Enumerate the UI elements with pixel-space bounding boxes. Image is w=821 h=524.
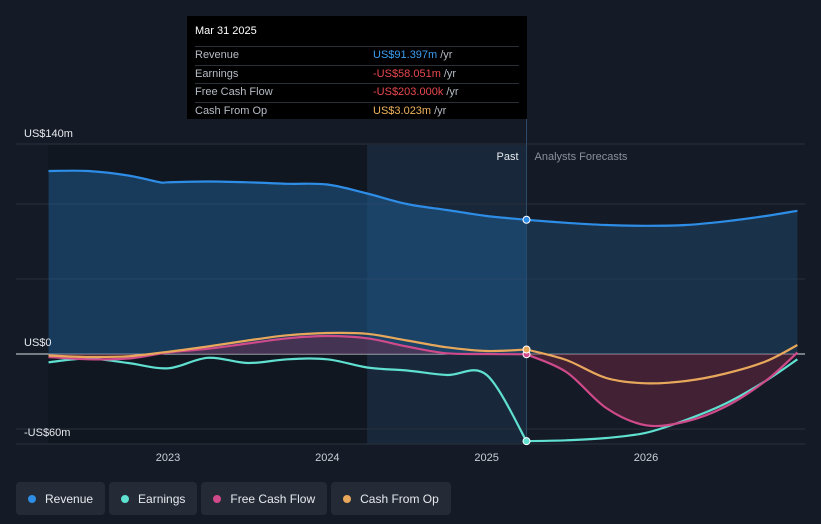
chart-tooltip: Mar 31 2025 Revenue US$91.397m /yr Earni… bbox=[187, 16, 527, 119]
tooltip-unit: /yr bbox=[443, 67, 457, 80]
tooltip-row-revenue: Revenue US$91.397m /yr bbox=[195, 46, 519, 65]
legend-label: Earnings bbox=[138, 491, 186, 506]
legend-label: Revenue bbox=[45, 491, 94, 506]
chart-legend: Revenue Earnings Free Cash Flow Cash Fro… bbox=[16, 482, 451, 515]
tooltip-row-free-cash-flow: Free Cash Flow -US$203.000k /yr bbox=[195, 83, 519, 102]
legend-item-revenue[interactable]: Revenue bbox=[16, 482, 106, 515]
revenue-area-forecast bbox=[526, 210, 798, 354]
tooltip-label: Free Cash Flow bbox=[195, 86, 273, 98]
earnings-marker bbox=[522, 437, 531, 446]
cash-from-op-marker bbox=[522, 345, 531, 354]
cash-from-op-line-past bbox=[48, 331, 527, 359]
revenue-area-past bbox=[48, 170, 527, 354]
past-label: Past bbox=[496, 151, 518, 163]
tooltip-value: US$3.023m bbox=[373, 104, 432, 117]
earnings-dot-icon bbox=[121, 494, 130, 503]
revenue-dot-icon bbox=[28, 494, 36, 503]
y-tick-label: -US$60m bbox=[24, 427, 70, 439]
tooltip-value: -US$203.000k bbox=[373, 86, 444, 98]
tooltip-label: Cash From Op bbox=[195, 104, 268, 117]
free-cash-flow-dot-icon bbox=[213, 494, 222, 503]
legend-item-free-cash-flow[interactable]: Free Cash Flow bbox=[201, 482, 328, 515]
tooltip-value: -US$58.051m bbox=[373, 67, 441, 80]
legend-label: Free Cash Flow bbox=[230, 491, 316, 506]
free-cash-flow-line-forecast bbox=[526, 351, 799, 428]
revenue-line-past bbox=[48, 169, 527, 221]
legend-item-earnings[interactable]: Earnings bbox=[109, 482, 198, 515]
legend-label: Cash From Op bbox=[360, 491, 439, 506]
revenue-marker bbox=[522, 215, 531, 224]
tooltip-unit: /yr bbox=[440, 49, 453, 61]
tooltip-row-cash-from-op: Cash From Op US$3.023m /yr bbox=[195, 101, 519, 121]
tooltip-label: Earnings bbox=[195, 67, 239, 80]
cash-from-op-line-forecast bbox=[526, 344, 798, 385]
free-cash-flow-line-past bbox=[48, 334, 527, 361]
x-tick-label: 2025 bbox=[474, 452, 498, 464]
y-tick-label: US$0 bbox=[24, 337, 52, 349]
forecast-label: Analysts Forecasts bbox=[535, 151, 628, 163]
x-tick-label: 2026 bbox=[634, 452, 658, 464]
tooltip-unit: /yr bbox=[434, 104, 447, 117]
tooltip-date: Mar 31 2025 bbox=[195, 25, 257, 37]
x-tick-label: 2024 bbox=[315, 452, 339, 464]
cash-from-op-dot-icon bbox=[343, 494, 352, 503]
legend-item-cash-from-op[interactable]: Cash From Op bbox=[331, 482, 451, 515]
x-tick-label: 2023 bbox=[156, 452, 180, 464]
revenue-line-forecast bbox=[526, 209, 798, 227]
earnings-line-past bbox=[48, 356, 528, 442]
tooltip-row-earnings: Earnings -US$58.051m /yr bbox=[195, 64, 519, 84]
tooltip-value: US$91.397m bbox=[373, 49, 438, 61]
tooltip-label: Revenue bbox=[195, 49, 240, 61]
tooltip-unit: /yr bbox=[446, 86, 459, 98]
y-tick-label: US$140m bbox=[24, 128, 73, 140]
free-cash-flow-area bbox=[48, 336, 798, 427]
